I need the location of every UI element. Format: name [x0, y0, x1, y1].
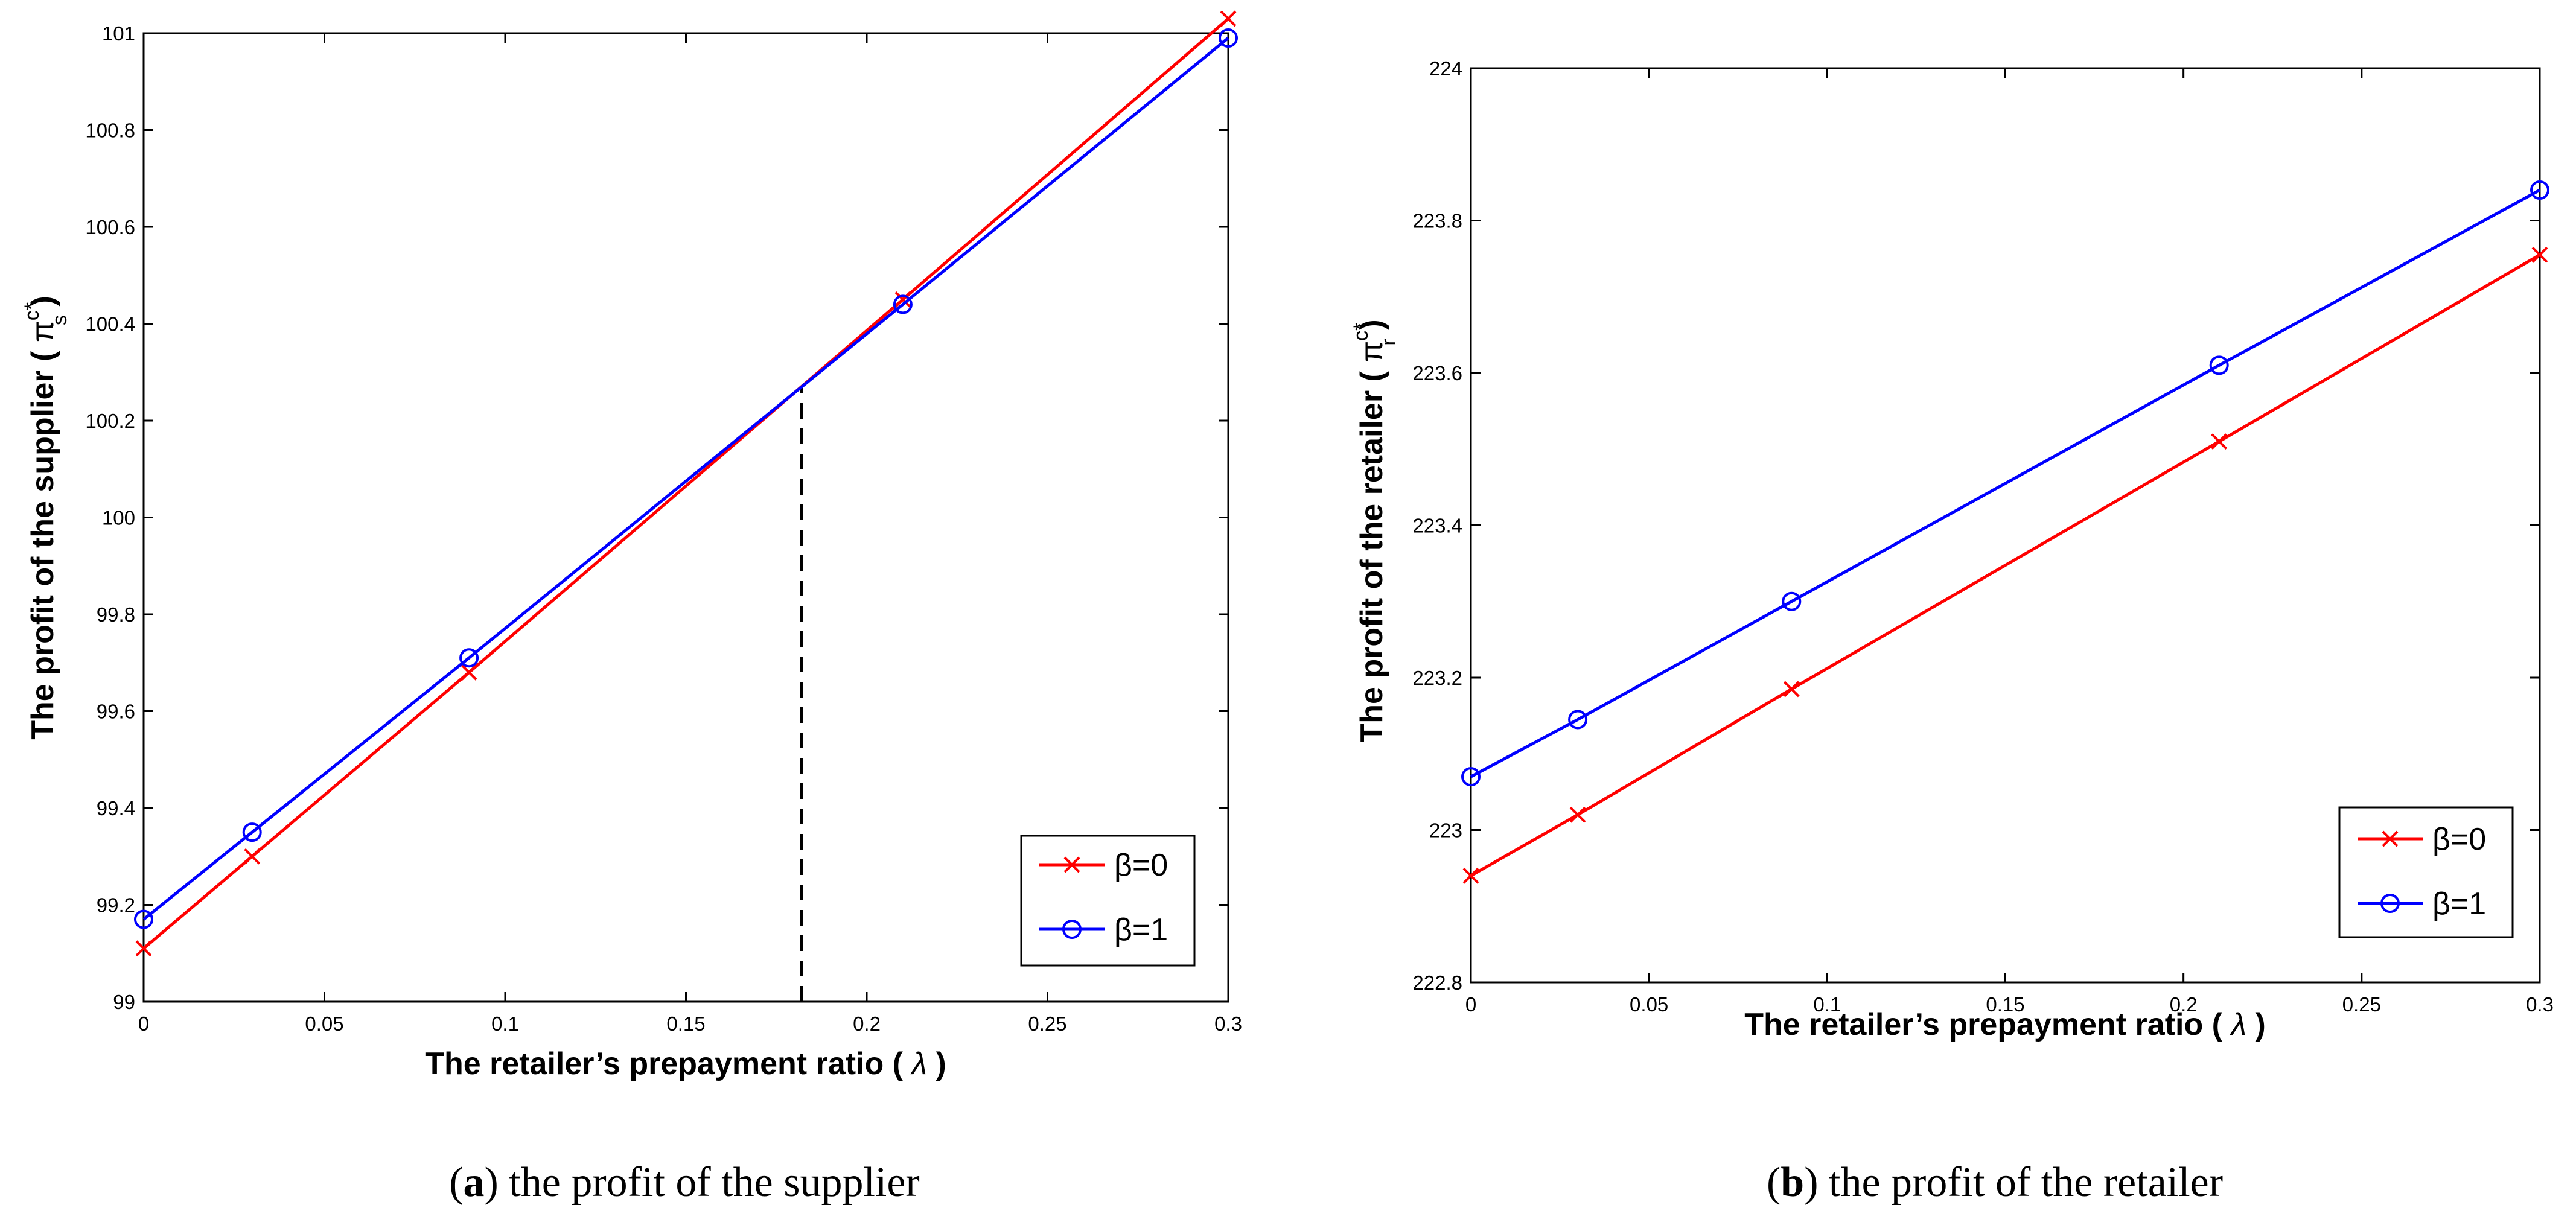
data-point-beta0	[135, 940, 152, 957]
x-axis-label: The retailer’s prepayment ratio ( λ )	[425, 1046, 946, 1081]
y-tick-label: 99.2	[97, 894, 135, 917]
y-ticks: 99 99.2 99.4 99.6 99.8 100 100.2 100.4 100.6 100.…	[85, 22, 1228, 1013]
y-tick-label: 100.2	[85, 410, 135, 432]
series-group	[134, 10, 1238, 957]
y-tick-label: 99	[113, 991, 135, 1013]
y-tick-label: 99.8	[97, 603, 135, 626]
y-tick-label: 223.2	[1412, 667, 1462, 689]
series-line-beta1	[142, 37, 1229, 921]
x-tick-label: 0.3	[1214, 1013, 1242, 1035]
data-point-beta1	[1568, 710, 1588, 730]
legend-marker-beta0	[1063, 856, 1080, 873]
data-point-beta1	[134, 909, 153, 929]
data-point-beta1	[242, 822, 262, 842]
legend-box	[1020, 835, 1196, 967]
data-point-beta0	[1569, 806, 1586, 823]
x-axis-label: The retailer’s prepayment ratio ( λ )	[1744, 1007, 2266, 1042]
series-line-beta1	[1470, 188, 2541, 778]
data-point-beta0	[1220, 10, 1237, 27]
x-tick-label: 0.25	[2342, 993, 2381, 1016]
y-tick-label: 100	[102, 507, 135, 529]
x-ticks: 0 0.05 0.1 0.15 0.2 0.25 0.3	[1465, 68, 2554, 1016]
data-point-beta0	[1462, 867, 1479, 884]
legend: β=0 β=1	[1020, 835, 1196, 967]
data-point-beta0	[1783, 681, 1800, 698]
data-point-beta0	[894, 291, 911, 308]
x-tick-label: 0.15	[666, 1013, 705, 1035]
chart-panel-b: 0 0.05 0.1 0.15 0.2 0.25 0.3 222.8 223 223.2 223.…	[1350, 57, 2554, 1206]
data-point-beta1	[1461, 767, 1481, 787]
data-point-beta0	[461, 664, 477, 681]
y-tick-label: 222.8	[1412, 972, 1462, 994]
x-tick-label: 0.2	[853, 1013, 881, 1035]
y-axis-label: The profit of the supplier ( πc* s )	[21, 296, 71, 740]
series-group	[1461, 180, 2549, 884]
x-tick-label: 0	[138, 1013, 149, 1035]
y-tick-label: 101	[102, 22, 135, 45]
y-tick-label: 99.6	[97, 701, 135, 723]
data-point-beta0	[2531, 246, 2548, 263]
y-tick-label: 223.6	[1412, 362, 1462, 384]
legend-marker-beta1	[2380, 894, 2400, 913]
y-ticks: 222.8 223 223.2 223.4 223.6 223.8 224	[1412, 57, 2540, 994]
x-ticks: 0 0.05 0.1 0.15 0.2 0.25 0.3	[138, 33, 1242, 1035]
legend-label-beta1: β=1	[2432, 886, 2486, 921]
x-tick-label: 0.05	[305, 1013, 343, 1035]
data-point-beta0	[2211, 433, 2228, 450]
chart-panel-a: 0 0.05 0.1 0.15 0.2 0.25 0.3 99 99.2 99.4 99.6 99.…	[21, 10, 1242, 1206]
data-point-beta1	[893, 294, 913, 314]
y-tick-label: 223.4	[1412, 515, 1462, 537]
x-tick-label: 0	[1465, 993, 1476, 1016]
data-point-beta0	[244, 848, 261, 865]
y-tick-label: 99.4	[97, 797, 135, 819]
data-point-beta1	[2530, 180, 2549, 200]
data-point-beta1	[2209, 355, 2229, 375]
legend-label-beta1: β=1	[1114, 912, 1168, 947]
legend-box	[2338, 806, 2514, 938]
data-point-beta1	[1782, 591, 1802, 611]
legend-label-beta0: β=0	[1114, 848, 1168, 883]
data-point-beta1	[459, 648, 479, 668]
y-tick-label: 100.8	[85, 119, 135, 142]
y-tick-label: 100.6	[85, 216, 135, 238]
y-axis-label: The profit of the retailer ( πc*r )	[1350, 319, 1400, 742]
data-point-beta1	[1219, 28, 1238, 48]
y-tick-label: 100.4	[85, 313, 135, 336]
y-tick-label: 223.8	[1412, 210, 1462, 232]
caption-b: (b) the profit of the retailer	[1767, 1159, 2223, 1206]
x-tick-label: 0.3	[2526, 993, 2554, 1016]
legend: β=0 β=1	[2338, 806, 2514, 938]
x-tick-label: 0.1	[491, 1013, 519, 1035]
x-tick-label: 0.15	[1986, 993, 2024, 1016]
x-tick-label: 0.25	[1028, 1013, 1066, 1035]
y-tick-label: 224	[1429, 57, 1462, 80]
x-tick-label: 0.2	[2170, 993, 2198, 1016]
legend-marker-beta1	[1062, 920, 1082, 939]
legend-marker-beta0	[2382, 830, 2399, 847]
legend-label-beta0: β=0	[2432, 822, 2486, 857]
caption-a: (a) the profit of the supplier	[449, 1159, 920, 1206]
x-tick-label: 0.1	[1813, 993, 1841, 1016]
y-tick-label: 223	[1429, 819, 1462, 842]
x-tick-label: 0.05	[1630, 993, 1668, 1016]
